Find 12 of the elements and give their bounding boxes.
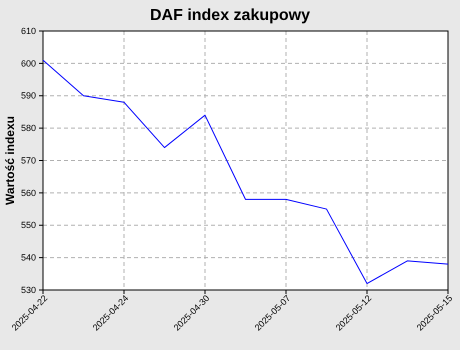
y-tick-label: 540: [20, 252, 36, 263]
y-tick-label: 600: [20, 58, 36, 68]
y-axis-title: Wartość indexu: [3, 116, 17, 205]
y-tick-label: 550: [20, 220, 36, 230]
chart-title: DAF index zakupowy: [150, 7, 310, 24]
y-tick-label: 570: [20, 155, 36, 166]
y-tick-label: 580: [20, 123, 36, 134]
y-tick-label: 590: [20, 90, 36, 101]
y-tick-label: 610: [20, 26, 36, 36]
y-tick-label: 560: [20, 188, 36, 198]
line-series: [42, 60, 448, 284]
y-tick-label: 530: [20, 284, 36, 295]
